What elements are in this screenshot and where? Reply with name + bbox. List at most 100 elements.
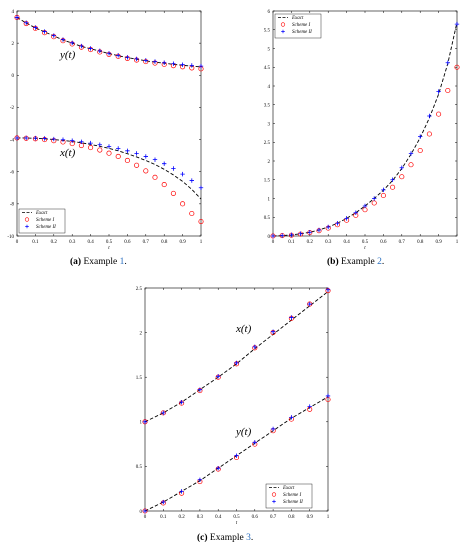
scheme-i-point bbox=[152, 174, 158, 180]
caption-c-ref[interactable]: 3 bbox=[246, 533, 251, 543]
x-tick-label-b: 0.1 bbox=[288, 240, 295, 245]
scheme-ii-point bbox=[60, 37, 66, 42]
exact-line bbox=[272, 22, 458, 237]
scheme-ii-point bbox=[316, 227, 322, 233]
series-exact-x-a bbox=[17, 137, 202, 200]
legend-marker-scheme-i bbox=[271, 492, 277, 497]
scheme-ii-point bbox=[307, 230, 312, 235]
x-tick-label-a: 0.7 bbox=[143, 240, 150, 245]
scheme-i-point bbox=[124, 157, 130, 164]
y-tick-label-a: -10 bbox=[7, 235, 14, 240]
scheme-ii-point bbox=[325, 393, 331, 399]
x-tick-label-c: 0.4 bbox=[215, 515, 222, 520]
x-tick-label-a: 0.9 bbox=[179, 240, 186, 245]
y-tick-label-c: 0 bbox=[140, 510, 143, 515]
scheme-ii-point bbox=[298, 231, 303, 236]
scheme-ii-point bbox=[325, 287, 331, 292]
series-scheme-i-x-c bbox=[142, 288, 331, 425]
scheme-i-point bbox=[436, 111, 442, 117]
caption-b-label: (b) bbox=[327, 257, 339, 267]
series-scheme-ii-y-c bbox=[142, 393, 331, 514]
legend-marker-scheme-ii bbox=[281, 29, 285, 34]
scheme-ii-point bbox=[436, 89, 441, 94]
scheme-ii-point bbox=[408, 151, 414, 156]
y-tick-label-b: 6 bbox=[268, 10, 271, 15]
legend-label-scheme-ii: Scheme II bbox=[283, 500, 303, 505]
x-tick-label-b: 0.8 bbox=[417, 240, 424, 245]
x-tick-label-a: 0 bbox=[16, 240, 19, 245]
y-tick-label-b: 3.5 bbox=[264, 104, 271, 109]
y-tick-label-c: 2.5 bbox=[136, 287, 143, 292]
y-tick-label-b: 0.5 bbox=[264, 216, 271, 221]
scheme-ii-point bbox=[427, 113, 432, 119]
x-tick-label-c: 0 bbox=[144, 515, 147, 520]
caption-c: (c) Example 3. bbox=[197, 533, 253, 543]
scheme-i-point bbox=[445, 87, 451, 94]
scheme-i-point bbox=[161, 182, 167, 188]
caption-b-ref[interactable]: 2 bbox=[377, 257, 382, 267]
caption-a-label: (a) bbox=[70, 257, 82, 267]
x-tick-label-b: 0.2 bbox=[307, 240, 314, 245]
scheme-ii-point bbox=[161, 410, 166, 416]
y-tick-label-b: 3 bbox=[268, 122, 271, 127]
x-tick-label-b: 0.3 bbox=[325, 240, 332, 245]
scheme-ii-point bbox=[24, 135, 29, 141]
scheme-ii-point bbox=[33, 25, 38, 30]
scheme-ii-point bbox=[143, 58, 148, 63]
scheme-ii-point bbox=[289, 315, 294, 320]
scheme-ii-point bbox=[344, 216, 349, 221]
scheme-ii-point bbox=[289, 415, 294, 420]
series-scheme-ii-x-a bbox=[14, 135, 204, 190]
caption-a-end: . bbox=[124, 257, 127, 267]
exact-line bbox=[16, 17, 202, 68]
exact-line bbox=[144, 291, 329, 423]
scheme-i-point bbox=[390, 184, 396, 190]
scheme-i-point bbox=[380, 192, 386, 199]
scheme-ii-point bbox=[106, 51, 112, 56]
scheme-ii-point bbox=[171, 61, 176, 66]
y-tick-label-c: 1 bbox=[140, 421, 143, 426]
scheme-i-point bbox=[97, 147, 103, 153]
scheme-ii-point bbox=[88, 46, 93, 51]
caption-a: (a) Example 1. bbox=[70, 257, 127, 267]
scheme-i-point bbox=[362, 207, 368, 213]
scheme-ii-point bbox=[134, 151, 139, 156]
scheme-ii-point bbox=[162, 161, 167, 166]
scheme-ii-point bbox=[335, 221, 340, 226]
scheme-ii-point bbox=[372, 196, 377, 201]
legend-a: Exact Scheme I Scheme II bbox=[18, 208, 66, 234]
scheme-ii-point bbox=[161, 499, 166, 505]
x-tick-label-c: 0.7 bbox=[270, 515, 277, 520]
scheme-ii-point bbox=[445, 60, 450, 65]
scheme-ii-point bbox=[143, 154, 148, 159]
scheme-ii-point bbox=[70, 40, 75, 46]
scheme-ii-point bbox=[289, 232, 294, 238]
scheme-i-point bbox=[180, 201, 186, 207]
series-exact-y-a bbox=[16, 17, 202, 68]
plot-frame-b bbox=[272, 10, 458, 237]
plot-frame-c bbox=[144, 287, 329, 512]
y-tick-label-b: 4.5 bbox=[264, 66, 271, 71]
scheme-ii-point bbox=[152, 157, 158, 162]
scheme-ii-point bbox=[307, 404, 312, 409]
scheme-ii-point bbox=[125, 55, 130, 60]
scheme-ii-point bbox=[106, 144, 112, 149]
scheme-ii-point bbox=[234, 360, 239, 366]
legend-label-scheme-i: Scheme I bbox=[283, 493, 302, 498]
y-tick-label-b: 0 bbox=[268, 235, 271, 240]
scheme-ii-point bbox=[179, 489, 184, 494]
curve-annotation-c: x(t) bbox=[235, 323, 252, 335]
scheme-i-point bbox=[189, 210, 195, 217]
scheme-i-point bbox=[143, 168, 149, 174]
scheme-ii-point bbox=[116, 146, 121, 151]
caption-a-ref[interactable]: 1 bbox=[119, 257, 125, 267]
scheme-ii-point bbox=[142, 508, 148, 514]
scheme-ii-point bbox=[14, 15, 20, 20]
legend-label-scheme-i: Scheme I bbox=[292, 23, 311, 28]
scheme-i-point bbox=[170, 190, 176, 196]
legend-c: Exact Scheme I Scheme II bbox=[265, 483, 313, 509]
scheme-ii-point bbox=[252, 344, 257, 350]
y-tick-label-c: 0.5 bbox=[136, 465, 143, 470]
x-tick-label-a: 0.6 bbox=[124, 240, 131, 245]
scheme-ii-point bbox=[116, 53, 121, 58]
